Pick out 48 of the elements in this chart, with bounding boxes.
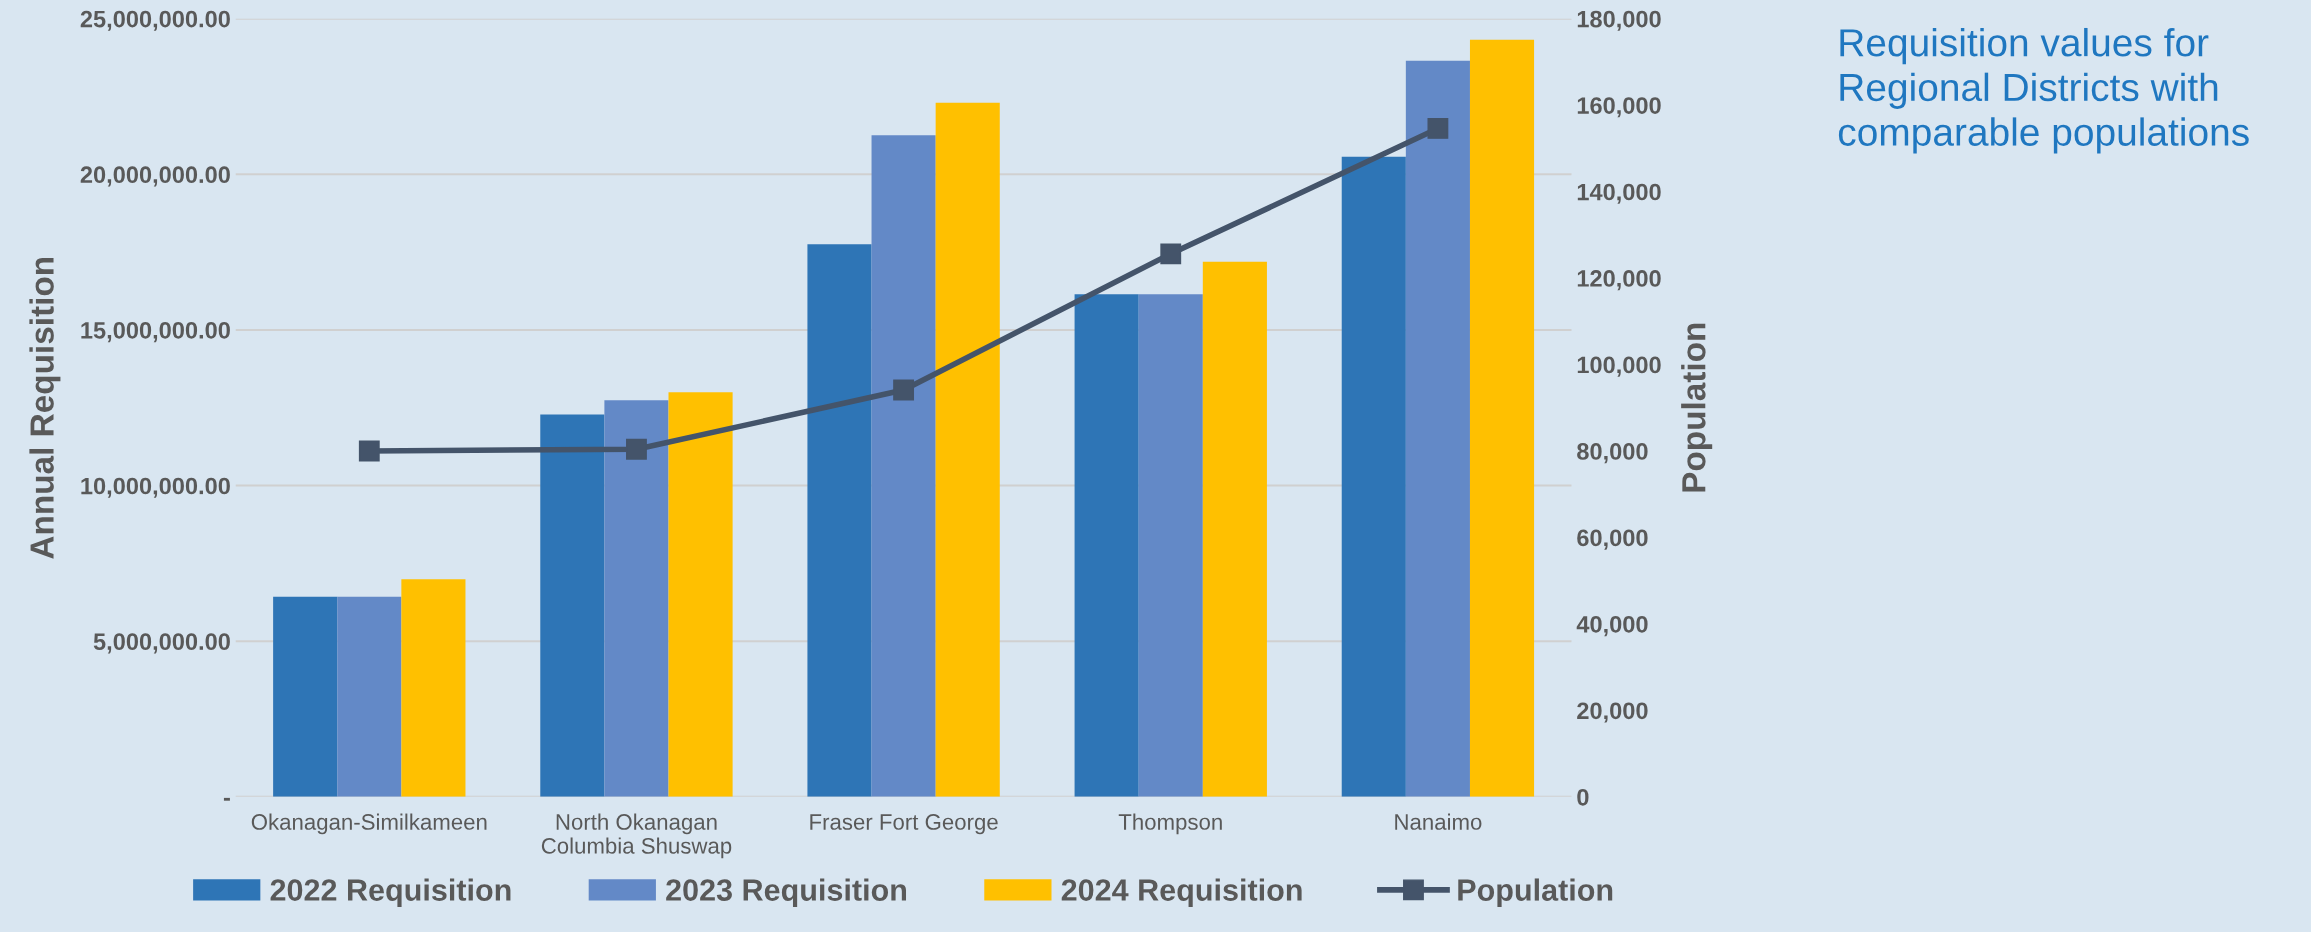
y2-tick-label: 20,000 (1577, 702, 1648, 723)
y2-tick-label: 140,000 (1577, 183, 1661, 204)
y-tick-label: 25,000,000.00 (80, 10, 230, 31)
bar (807, 244, 872, 797)
bar (1074, 294, 1139, 797)
bar (1341, 156, 1406, 797)
legend-label: Population (1458, 878, 1613, 907)
y2-tick-label: 160,000 (1577, 97, 1661, 118)
text: Requisition values for Regional Districts with comparable populations (1838, 27, 2249, 154)
x-tick-label: Thompson (1118, 813, 1222, 835)
bar (1202, 261, 1267, 797)
bar (337, 596, 402, 797)
x-tick-label: Nanaimo (1395, 813, 1482, 830)
y-tick-label: 20,000,000.00 (80, 166, 230, 187)
y-tick-label: 15,000,000.00 (81, 322, 230, 343)
point (893, 379, 915, 401)
x-tick-label: Okanagan-Similkameen (251, 813, 487, 835)
y-axis-title: Annual Requisition (29, 257, 61, 559)
bar (540, 414, 605, 797)
x-tick-label: North Okanagan Columbia Shuswap (541, 813, 732, 859)
bar (871, 135, 936, 797)
point (358, 440, 380, 462)
y-tick-label: 5,000,000.00 (93, 633, 230, 654)
x-tick-label: Fraser Fort George (810, 814, 998, 835)
point (626, 438, 647, 460)
point (1160, 243, 1182, 265)
legend-label: 2022 Requisition (270, 878, 511, 907)
y-tick-label: - (223, 797, 230, 801)
bar (1469, 39, 1535, 797)
bar (1138, 294, 1203, 797)
y2-tick-label: 180,000 (1577, 10, 1661, 31)
bar (273, 596, 338, 797)
bar (401, 579, 466, 797)
legend-label: 2024 Requisition (1061, 878, 1302, 907)
y2-axis-title: Population (1681, 323, 1713, 492)
y2-tick-label: 80,000 (1577, 443, 1648, 464)
y-tick-label: 10,000,000.00 (81, 477, 230, 498)
bar (935, 102, 1000, 797)
bar (668, 392, 733, 797)
y2-tick-label: 100,000 (1577, 356, 1661, 377)
y2-tick-label: 40,000 (1576, 615, 1648, 637)
bar (604, 400, 669, 797)
legend-label: 2023 Requisition (666, 878, 907, 907)
y2-tick-label: 60,000 (1577, 529, 1648, 550)
point (1427, 118, 1449, 139)
bar (1405, 60, 1470, 797)
y2-tick-label: 0 (1577, 788, 1589, 806)
y2-tick-label: 120,000 (1577, 270, 1661, 291)
